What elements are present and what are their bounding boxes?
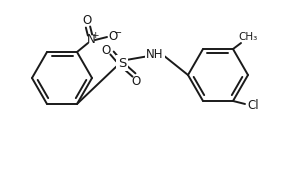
Text: N: N xyxy=(87,33,96,46)
Text: −: − xyxy=(114,28,122,38)
Text: O: O xyxy=(108,30,117,42)
Text: O: O xyxy=(101,44,111,56)
Text: Cl: Cl xyxy=(247,99,259,112)
Text: O: O xyxy=(131,74,141,88)
Text: S: S xyxy=(118,56,126,69)
Text: O: O xyxy=(82,14,92,26)
Text: +: + xyxy=(91,30,99,40)
Text: NH: NH xyxy=(146,47,164,61)
Text: CH₃: CH₃ xyxy=(239,32,258,42)
